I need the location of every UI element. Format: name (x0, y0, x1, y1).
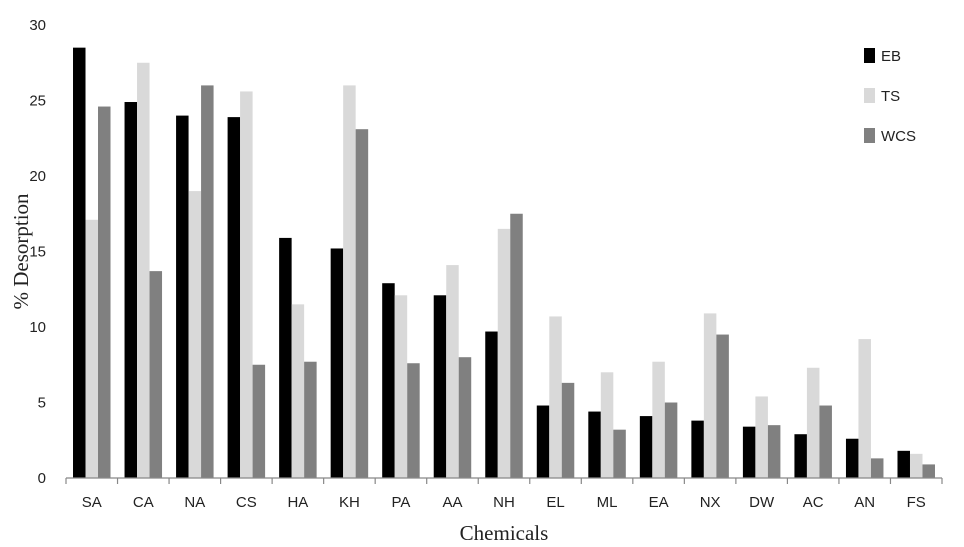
y-tick-label: 5 (38, 395, 46, 412)
y-axis-ticks: 0 5 10 15 20 25 30 (29, 17, 46, 487)
bar-wcs-sa (98, 106, 111, 478)
y-axis-title: % Desorption (9, 193, 33, 310)
bar-eb-na (176, 115, 189, 478)
bar-ts-sa (85, 219, 99, 479)
legend-label-eb: EB (881, 48, 901, 65)
bar-ts-dw (755, 396, 768, 478)
bar-wcs-an (870, 458, 884, 478)
legend: EB TS WCS (864, 48, 916, 145)
bar-ts-kh (343, 85, 356, 479)
bar-eb-ac (794, 434, 807, 478)
bar-ts-ha (291, 304, 305, 478)
bar-ts-nx (703, 313, 717, 478)
x-tick-label-pa: PA (391, 494, 410, 511)
y-tick-label: 0 (38, 470, 46, 487)
y-tick-label: 20 (29, 168, 46, 185)
bar-wcs-na (201, 85, 214, 479)
bar-wcs-pa (407, 363, 420, 478)
bar-wcs-ca (149, 271, 163, 478)
x-tick-label-fs: FS (907, 494, 926, 511)
bar-wcs-aa (458, 357, 472, 478)
y-tick-label: 10 (29, 319, 46, 336)
x-axis-title: Chemicals (460, 521, 549, 545)
bar-wcs-ha (304, 361, 317, 478)
y-tick-label: 30 (29, 17, 46, 34)
bar-eb-ha (279, 237, 292, 478)
bar-ts-cs (240, 91, 253, 478)
legend-swatch-wcs (864, 128, 875, 143)
bar-wcs-kh (355, 129, 369, 478)
x-tick-label-aa: AA (442, 494, 462, 511)
x-tick-label-na: NA (184, 494, 205, 511)
bar-ts-ea (652, 361, 665, 478)
x-tick-label-sa: SA (82, 494, 102, 511)
bar-wcs-ml (613, 429, 626, 478)
x-tick-label-ea: EA (649, 494, 669, 511)
x-tick-label-dw: DW (749, 494, 775, 511)
legend-swatch-eb (864, 48, 875, 63)
bar-eb-ca (124, 102, 138, 478)
x-tick-label-ml: ML (597, 494, 618, 511)
bar-eb-sa (73, 47, 86, 479)
bar-eb-aa (433, 295, 447, 478)
bar-eb-fs (897, 450, 910, 478)
bar-ts-an (858, 339, 871, 478)
bar-ts-pa (394, 295, 408, 478)
bar-wcs-fs (922, 464, 935, 478)
y-tick-label: 25 (29, 93, 46, 110)
bar-ts-fs (909, 453, 923, 478)
bar-ts-ac (806, 367, 820, 478)
bars (73, 47, 935, 479)
bar-wcs-dw (767, 425, 781, 478)
bar-wcs-cs (252, 364, 266, 478)
x-tick-label-ha: HA (287, 494, 308, 511)
bar-eb-pa (382, 283, 395, 478)
x-tick-label-ac: AC (803, 494, 824, 511)
bar-ts-na (188, 191, 202, 478)
bar-eb-nx (691, 420, 704, 478)
bar-eb-kh (330, 248, 344, 478)
legend-label-ts: TS (881, 88, 900, 105)
x-tick-label-ca: CA (133, 494, 154, 511)
x-tick-label-nx: NX (700, 494, 721, 511)
bar-ts-ml (600, 372, 614, 478)
legend-label-wcs: WCS (881, 128, 916, 145)
x-tick-label-nh: NH (493, 494, 515, 511)
x-tick-label-an: AN (854, 494, 875, 511)
bar-ts-el (549, 316, 562, 478)
bar-ts-aa (446, 265, 459, 478)
x-axis-ticks: SA CA NA CS HA KH PA AA NH EL ML EA NX DW AC AN FS (65, 478, 943, 511)
bar-ts-nh (497, 228, 511, 478)
bar-wcs-el (561, 382, 575, 478)
bar-eb-an (845, 438, 859, 478)
x-tick-label-cs: CS (236, 494, 257, 511)
bar-eb-cs (227, 117, 241, 479)
bar-ts-ca (137, 62, 150, 478)
x-tick-label-kh: KH (339, 494, 360, 511)
bar-wcs-nh (510, 213, 523, 478)
bar-eb-nh (485, 331, 498, 478)
y-tick-label: 15 (29, 244, 46, 261)
bar-eb-el (536, 405, 550, 478)
legend-swatch-ts (864, 88, 875, 103)
bar-wcs-nx (716, 334, 729, 478)
bar-eb-ea (639, 416, 653, 478)
bar-wcs-ea (664, 402, 678, 478)
bar-wcs-ac (819, 405, 832, 478)
bar-eb-dw (742, 426, 756, 478)
x-tick-label-el: EL (546, 494, 564, 511)
bar-eb-ml (588, 411, 601, 478)
